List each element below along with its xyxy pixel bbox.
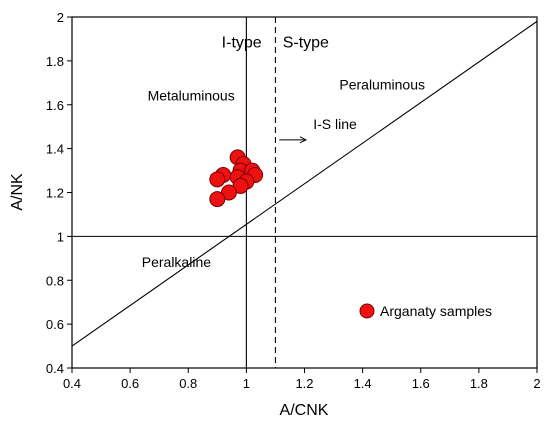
y-tick-label: 2: [57, 10, 64, 25]
annotation-label: Peraluminous: [339, 76, 425, 92]
x-tick-label: 1.6: [412, 376, 430, 391]
y-tick-label: 1: [57, 229, 64, 244]
legend-marker: [359, 303, 375, 319]
diagonal-reference-line-3: [71, 20, 538, 347]
x-tick-label: 2: [533, 376, 540, 391]
y-tick-label: 1.2: [46, 186, 64, 201]
data-point: [209, 171, 226, 188]
y-tick-label: 0.6: [46, 317, 64, 332]
x-tick-label: 1: [243, 376, 250, 391]
y-axis-label: A/NK: [9, 173, 26, 211]
y-tick-label: 1.4: [46, 142, 64, 157]
arrow-head-icon: [299, 136, 308, 144]
legend-label: Arganaty samples: [380, 303, 492, 319]
x-tick-label: 0.4: [63, 376, 81, 391]
y-tick-label: 0.4: [46, 361, 64, 376]
x-tick-label: 0.6: [121, 376, 139, 391]
x-tick-label: 1.8: [470, 376, 488, 391]
annotation-label: S-type: [283, 35, 329, 52]
y-tick-label: 1.8: [46, 54, 64, 69]
x-tick-label: 1.2: [295, 376, 313, 391]
x-tick-label: 0.8: [179, 376, 197, 391]
x-tick-label: 1.4: [354, 376, 372, 391]
annotation-label: Peralkaline: [142, 254, 211, 270]
annotation-label: I-S line: [313, 116, 357, 132]
data-point: [209, 191, 226, 208]
y-tick-label: 0.8: [46, 273, 64, 288]
x-axis-label: A/CNK: [280, 402, 329, 419]
y-tick-label: 1.6: [46, 98, 64, 113]
annotation-label: Metaluminous: [148, 87, 235, 103]
annotation-label: I-type: [222, 35, 262, 52]
